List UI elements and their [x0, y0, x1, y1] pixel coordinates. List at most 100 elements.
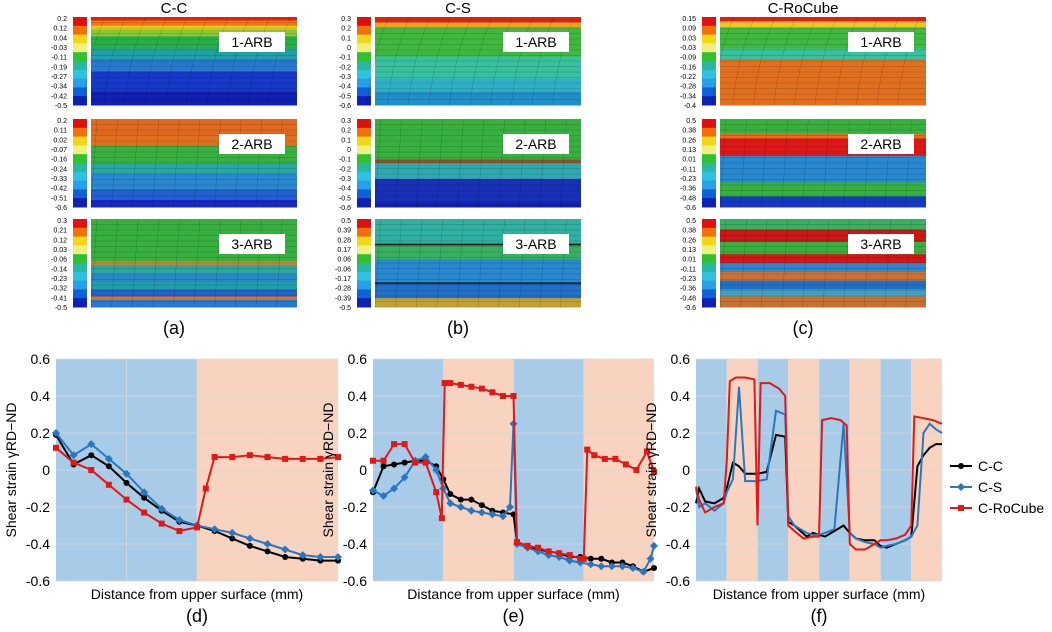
- strain-band: [91, 199, 297, 208]
- data-point: [598, 555, 605, 562]
- scale-swatch: [73, 87, 87, 97]
- mesh-line: [863, 118, 871, 208]
- data-point: [88, 467, 95, 473]
- data-point: [229, 454, 236, 461]
- scale-swatch: [702, 78, 716, 88]
- scale-swatch: [73, 227, 87, 238]
- scale-swatch: [702, 180, 716, 190]
- data-point: [69, 451, 78, 460]
- y-tick-label: 0.6: [671, 351, 691, 367]
- strain-band: [720, 59, 926, 106]
- mesh-line: [152, 118, 160, 208]
- mesh-line: [518, 118, 526, 208]
- scale-swatch: [357, 145, 371, 155]
- mesh-curve: [206, 16, 229, 106]
- data-point: [369, 486, 377, 495]
- data-point: [334, 552, 342, 561]
- scale-label: -0.03: [51, 45, 67, 52]
- series-line: [695, 386, 943, 549]
- scale-swatch: [357, 227, 371, 238]
- data-point: [245, 534, 254, 543]
- mesh-line: [539, 118, 547, 208]
- data-point: [586, 560, 595, 569]
- scale-swatch: [702, 43, 716, 53]
- data-point: [584, 446, 591, 453]
- scale-label: -0.5: [339, 305, 351, 312]
- mesh-curve: [407, 16, 431, 106]
- strain-band: [91, 189, 297, 201]
- y-tick-label: 0: [42, 462, 50, 478]
- scale-swatch: [73, 154, 87, 164]
- scale-swatch: [357, 127, 371, 138]
- scale-swatch: [357, 25, 371, 36]
- data-point: [651, 468, 657, 475]
- scale-swatch: [702, 198, 716, 208]
- data-point: [510, 511, 517, 518]
- strain-band: [720, 133, 926, 139]
- mesh-curve: [531, 16, 555, 106]
- y-tick-label: 0.4: [31, 388, 51, 404]
- strain-band: [91, 59, 297, 73]
- data-point: [580, 555, 587, 562]
- mesh-curve: [855, 16, 879, 106]
- data-point: [370, 457, 376, 464]
- data-point: [441, 380, 448, 387]
- data-point: [298, 551, 307, 560]
- data-point: [433, 489, 440, 496]
- data-point: [457, 496, 464, 503]
- y-tick-label: 0.2: [671, 425, 691, 441]
- contour-column-b: C-S 0.3 0.2 0.1 0 -0.1 -0.2 -0.3 -0.4 -0.5 -0.6 1-A…: [335, 0, 581, 338]
- data-point: [421, 453, 430, 462]
- y-axis-label: Shear strain γRD−ND: [3, 403, 19, 538]
- scale-label: 0.3: [341, 118, 351, 125]
- contour-map-c-2: 0.5 0.38 0.26 0.13 0.01 -0.11 -0.23 -0.36 -0.48 -…: [680, 118, 926, 212]
- strain-band: [720, 263, 926, 273]
- scale-swatch: [357, 163, 371, 173]
- scale-swatch: [702, 289, 716, 299]
- scale-swatch: [702, 145, 716, 155]
- mesh-line: [498, 118, 505, 208]
- mesh-line: [193, 118, 201, 208]
- data-point: [210, 525, 219, 534]
- strain-band: [375, 78, 581, 93]
- scale-swatch: [357, 69, 371, 80]
- data-point: [651, 565, 657, 572]
- mesh-line: [111, 118, 118, 208]
- mesh-line: [173, 118, 180, 208]
- strain-band: [720, 271, 926, 282]
- strain-band: [91, 119, 297, 136]
- scale-swatch: [702, 254, 716, 264]
- scale-label: -0.11: [52, 55, 68, 62]
- scale-swatch: [73, 119, 87, 129]
- arb-label: 2-ARB: [860, 136, 901, 152]
- mesh-line: [131, 118, 139, 208]
- arb-label: 2-ARB: [515, 136, 556, 152]
- scale-label: -0.23: [51, 276, 67, 283]
- data-point: [70, 459, 77, 466]
- scale-label: 0.15: [682, 16, 696, 23]
- mesh-curve: [366, 16, 390, 106]
- scale-label: -0.6: [684, 205, 696, 212]
- data-point: [194, 524, 200, 531]
- mesh-curve: [490, 16, 513, 106]
- scale-label: 0.5: [341, 218, 351, 225]
- mesh-line: [760, 218, 768, 308]
- scale-swatch: [702, 219, 716, 229]
- scale-label: 0.28: [337, 237, 351, 244]
- scale-label: 0.1: [341, 137, 351, 144]
- contour-map-b-1: 0.3 0.2 0.1 0 -0.1 -0.2 -0.3 -0.4 -0.5 -0.6 1-ARB: [339, 16, 581, 110]
- chart-e: 0.6 0.4 0.2 0 -0.2 -0.4 -0.6 Shear strain γRD−N…: [320, 351, 658, 626]
- series-c-s: [695, 386, 943, 549]
- arb-label-box: [503, 134, 569, 154]
- scale-label: 0.1: [341, 35, 351, 42]
- scale-label: 0.04: [53, 35, 67, 42]
- contour-map-b-2: 0.3 0.2 0.1 0 -0.1 -0.2 -0.3 -0.4 -0.5 -0.6 2-ARB: [339, 118, 581, 212]
- chart-f: 0.6 0.4 0.2 0 -0.2 -0.4 -0.6 Shear strain γRD−N…: [643, 351, 943, 626]
- arb-label-box: [219, 32, 285, 52]
- data-point: [316, 552, 325, 561]
- scale-label: -0.06: [335, 266, 351, 273]
- data-point: [211, 454, 218, 461]
- scale-swatch: [73, 34, 87, 44]
- strain-band: [375, 159, 581, 164]
- mesh-line: [781, 218, 789, 308]
